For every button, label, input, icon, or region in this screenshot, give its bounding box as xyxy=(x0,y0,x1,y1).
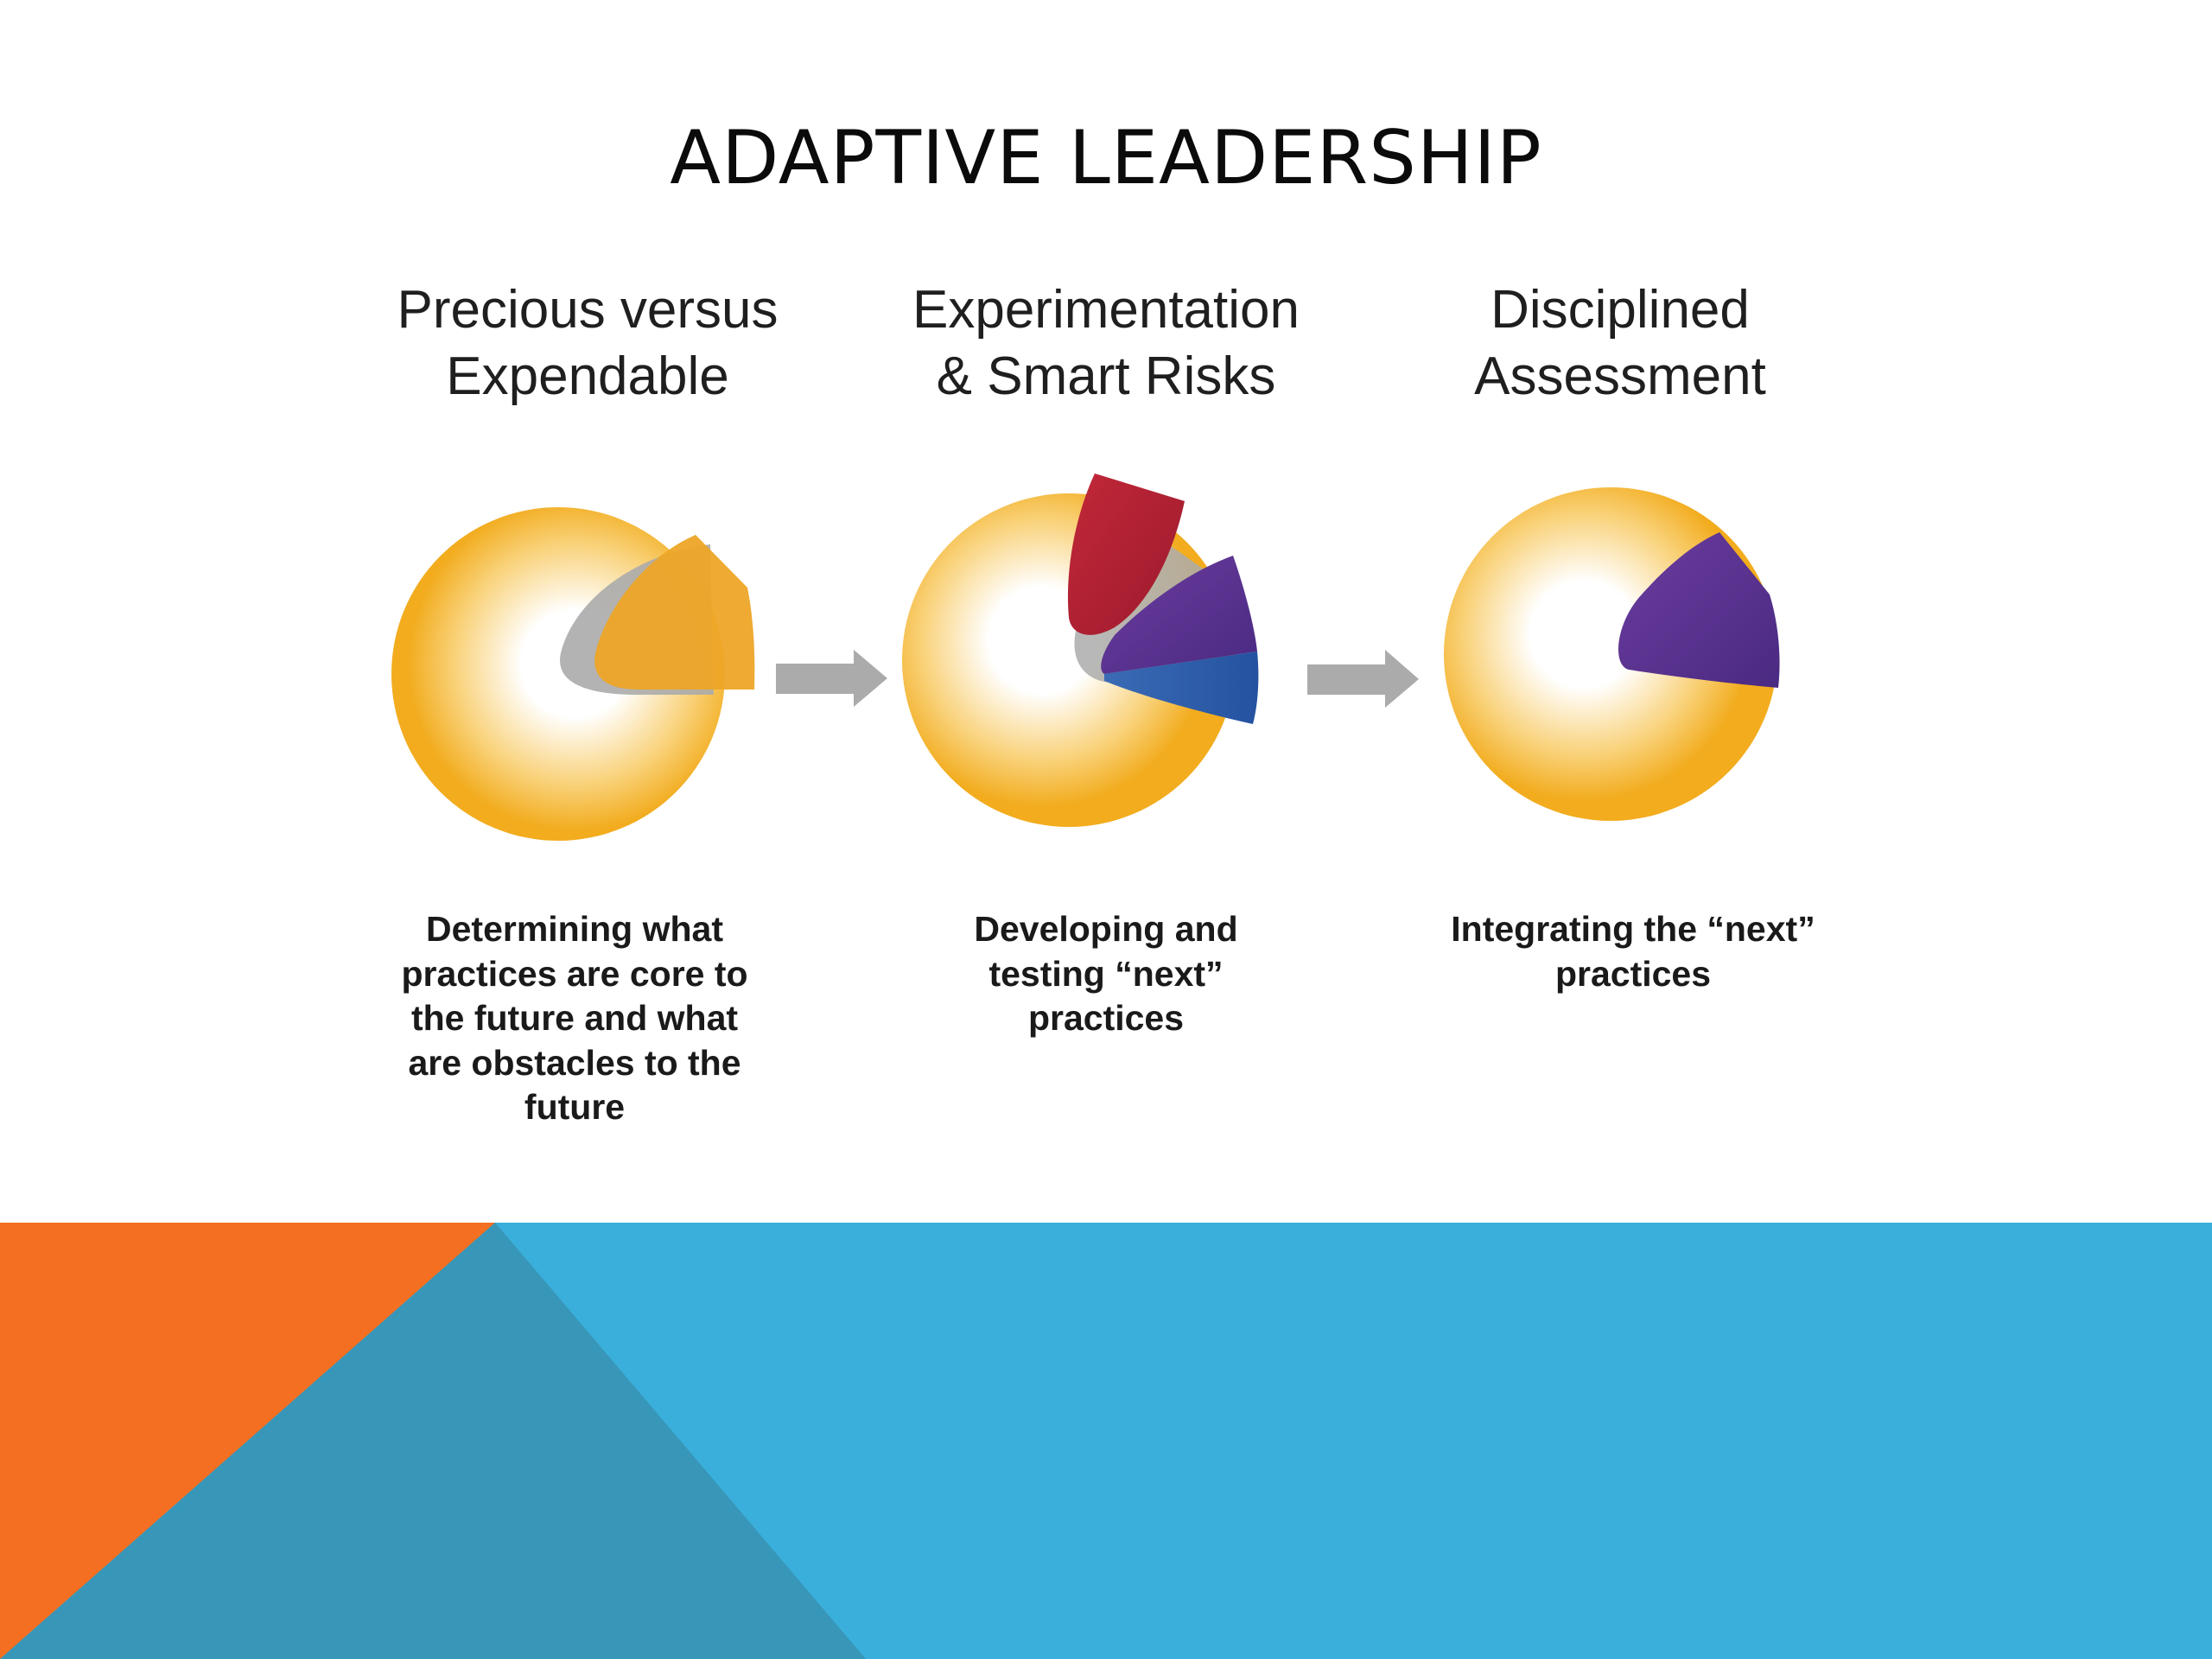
heading-line: Experimentation xyxy=(912,280,1300,340)
wedge-purple xyxy=(1618,532,1780,688)
heading-line: Assessment xyxy=(1474,346,1766,406)
footer-teal-triangle xyxy=(0,1223,866,1659)
wedge-red xyxy=(1067,474,1185,635)
caption-line: Developing and xyxy=(974,909,1238,949)
caption-line: testing “next” xyxy=(988,953,1224,994)
heading-line: Expendable xyxy=(446,346,729,406)
arrow-right-1 xyxy=(776,650,887,707)
caption-line: the future and what xyxy=(410,998,739,1038)
caption-line: practices xyxy=(1554,953,1712,994)
heading-line: Precious versus xyxy=(397,280,779,340)
wedge-purple xyxy=(1101,556,1257,674)
caption-line: practices are core to xyxy=(401,953,748,994)
wedge-orange xyxy=(594,535,755,690)
stage-caption-assessment: Integrating the “next” practices xyxy=(1417,907,1849,996)
stage-heading-experimentation: Experimentation & Smart Risks xyxy=(881,276,1331,410)
stage-heading-assessment: Disciplined Assessment xyxy=(1408,276,1832,410)
caption-line: are obstacles to the xyxy=(408,1042,741,1083)
caption-line: Integrating the “next” xyxy=(1451,909,1815,949)
stage-heading-precious: Precious versus Expendable xyxy=(372,276,804,410)
caption-line: Determining what xyxy=(426,909,723,949)
caption-line: practices xyxy=(1027,998,1185,1038)
slide-title: ADAPTIVE LEADERSHIP xyxy=(670,115,1542,201)
heading-line: & Smart Risks xyxy=(936,346,1276,406)
arrow-right-2 xyxy=(1307,650,1419,708)
heading-line: Disciplined xyxy=(1491,280,1750,340)
caption-line: future xyxy=(524,1087,626,1127)
stage-caption-experimentation: Developing and testing “next” practices xyxy=(916,907,1296,1041)
wedge-blue xyxy=(1104,652,1259,724)
stage-caption-precious: Determining what practices are core to t… xyxy=(372,907,778,1130)
